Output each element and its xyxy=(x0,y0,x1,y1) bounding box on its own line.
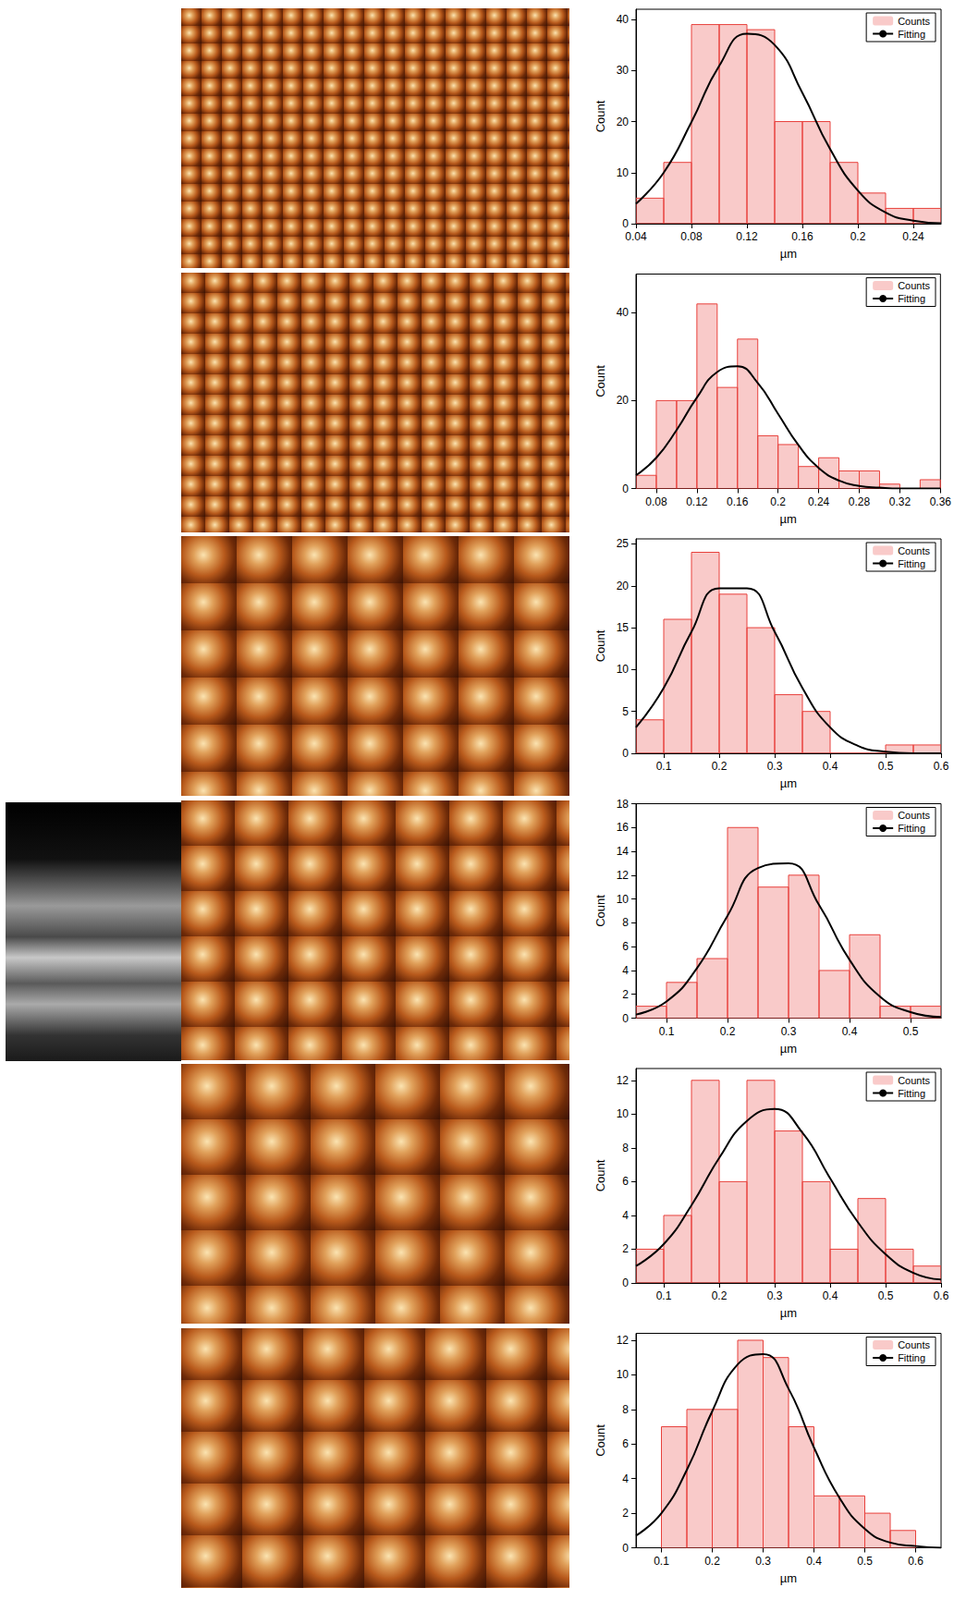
svg-text:0.04: 0.04 xyxy=(624,230,648,244)
svg-text:Count: Count xyxy=(593,99,608,133)
svg-text:0.2: 0.2 xyxy=(720,1025,736,1039)
svg-text:0.16: 0.16 xyxy=(791,230,814,244)
svg-text:0.5: 0.5 xyxy=(878,759,894,773)
svg-text:8: 8 xyxy=(622,1141,629,1155)
svg-text:µm: µm xyxy=(780,1306,797,1321)
svg-text:0.12: 0.12 xyxy=(685,495,709,509)
svg-text:0.36: 0.36 xyxy=(929,495,953,509)
svg-text:12: 12 xyxy=(616,1074,630,1088)
svg-text:0: 0 xyxy=(622,746,629,760)
svg-text:Fitting: Fitting xyxy=(897,293,926,305)
svg-text:0.2: 0.2 xyxy=(850,230,867,244)
svg-text:10: 10 xyxy=(616,662,630,676)
svg-text:8: 8 xyxy=(622,1403,629,1417)
svg-text:0.4: 0.4 xyxy=(822,759,839,773)
svg-text:0.24: 0.24 xyxy=(902,230,925,244)
svg-text:10: 10 xyxy=(616,1368,630,1382)
svg-text:20: 20 xyxy=(616,579,630,593)
svg-text:µm: µm xyxy=(780,246,797,261)
svg-text:Fitting: Fitting xyxy=(897,558,926,570)
svg-text:4: 4 xyxy=(622,1472,629,1486)
svg-text:30: 30 xyxy=(616,63,630,77)
svg-text:0.3: 0.3 xyxy=(781,1025,797,1039)
svg-text:Fitting: Fitting xyxy=(897,28,926,40)
svg-text:0.3: 0.3 xyxy=(767,1289,783,1303)
svg-text:20: 20 xyxy=(616,393,630,407)
svg-text:0.6: 0.6 xyxy=(907,1554,924,1568)
svg-text:0.2: 0.2 xyxy=(711,759,728,773)
svg-text:Count: Count xyxy=(593,1424,608,1457)
svg-text:Fitting: Fitting xyxy=(897,1088,926,1100)
svg-text:0.32: 0.32 xyxy=(889,495,912,509)
svg-text:4: 4 xyxy=(622,964,629,978)
svg-text:Count: Count xyxy=(593,1159,608,1192)
svg-text:12: 12 xyxy=(616,868,630,882)
svg-text:0.3: 0.3 xyxy=(767,759,783,773)
svg-text:Count: Count xyxy=(593,365,608,398)
svg-text:0.6: 0.6 xyxy=(933,759,950,773)
svg-text:0.3: 0.3 xyxy=(755,1554,771,1568)
svg-text:Counts: Counts xyxy=(897,1339,930,1351)
svg-text:0.24: 0.24 xyxy=(807,495,831,509)
svg-text:µm: µm xyxy=(780,776,797,791)
svg-text:Fitting: Fitting xyxy=(897,1352,926,1364)
svg-text:Counts: Counts xyxy=(897,545,930,557)
svg-text:2: 2 xyxy=(622,1242,629,1256)
svg-text:0.6: 0.6 xyxy=(933,1289,950,1303)
svg-text:0.12: 0.12 xyxy=(735,230,759,244)
svg-text:0.1: 0.1 xyxy=(656,759,673,773)
svg-text:Count: Count xyxy=(593,894,608,928)
svg-text:Counts: Counts xyxy=(897,280,930,292)
svg-text:4: 4 xyxy=(622,1209,629,1223)
svg-text:0.5: 0.5 xyxy=(856,1554,873,1568)
svg-text:40: 40 xyxy=(616,12,630,26)
svg-text:0.4: 0.4 xyxy=(822,1289,839,1303)
svg-text:0.5: 0.5 xyxy=(903,1025,919,1039)
svg-text:µm: µm xyxy=(779,512,796,526)
svg-text:Count: Count xyxy=(593,629,608,662)
svg-text:0: 0 xyxy=(622,1012,629,1026)
svg-text:0.1: 0.1 xyxy=(653,1554,670,1568)
svg-text:10: 10 xyxy=(616,1107,630,1121)
svg-text:0.2: 0.2 xyxy=(704,1554,721,1568)
svg-text:0: 0 xyxy=(622,1276,629,1290)
svg-text:0.5: 0.5 xyxy=(878,1289,894,1303)
svg-text:10: 10 xyxy=(616,892,630,906)
svg-text:µm: µm xyxy=(780,1571,797,1586)
svg-text:0: 0 xyxy=(622,482,629,496)
svg-text:0.08: 0.08 xyxy=(645,495,668,509)
svg-text:8: 8 xyxy=(622,916,629,930)
svg-text:0.16: 0.16 xyxy=(726,495,749,509)
svg-text:6: 6 xyxy=(622,1437,629,1451)
svg-text:16: 16 xyxy=(616,820,630,834)
svg-text:µm: µm xyxy=(780,1041,797,1056)
svg-text:6: 6 xyxy=(622,1174,629,1188)
svg-text:15: 15 xyxy=(616,621,630,635)
svg-text:0.1: 0.1 xyxy=(656,1289,673,1303)
svg-text:10: 10 xyxy=(616,166,630,180)
svg-text:0.1: 0.1 xyxy=(659,1025,675,1039)
svg-text:0.4: 0.4 xyxy=(842,1025,858,1039)
svg-text:5: 5 xyxy=(622,705,629,719)
svg-text:2: 2 xyxy=(622,988,629,1002)
svg-text:Counts: Counts xyxy=(897,809,930,821)
svg-text:0: 0 xyxy=(622,217,629,231)
svg-text:Counts: Counts xyxy=(897,15,930,27)
svg-text:20: 20 xyxy=(616,115,630,129)
svg-text:0.08: 0.08 xyxy=(680,230,703,244)
svg-text:2: 2 xyxy=(622,1506,629,1520)
svg-text:6: 6 xyxy=(622,940,629,954)
svg-text:0.28: 0.28 xyxy=(848,495,871,509)
svg-text:0: 0 xyxy=(622,1541,629,1555)
svg-text:25: 25 xyxy=(616,537,630,551)
svg-text:Counts: Counts xyxy=(897,1075,930,1087)
svg-text:18: 18 xyxy=(616,797,630,811)
svg-text:14: 14 xyxy=(616,844,630,858)
svg-text:40: 40 xyxy=(616,305,630,319)
svg-text:0.4: 0.4 xyxy=(806,1554,822,1568)
svg-text:12: 12 xyxy=(616,1333,630,1347)
svg-text:Fitting: Fitting xyxy=(897,822,926,834)
svg-text:0.2: 0.2 xyxy=(770,495,786,509)
svg-text:0.2: 0.2 xyxy=(711,1289,728,1303)
